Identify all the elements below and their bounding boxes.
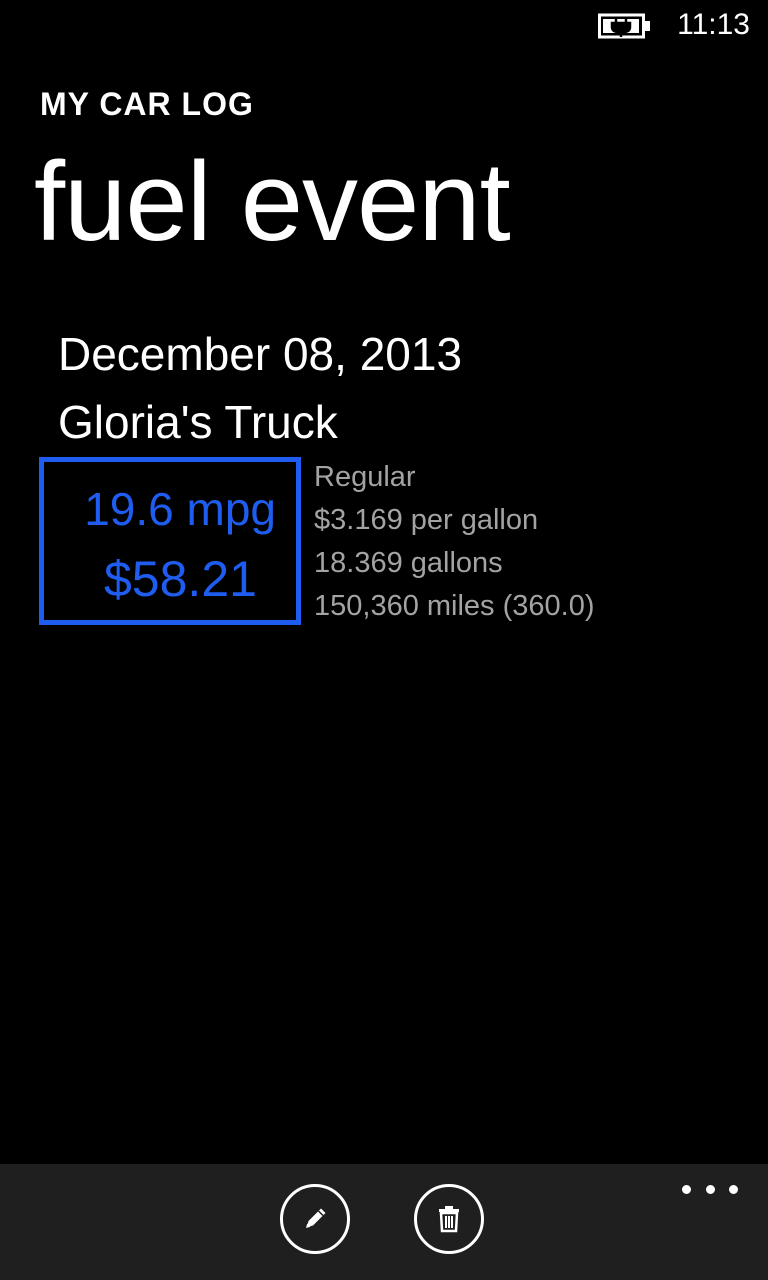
- clock: 11:13: [677, 8, 750, 41]
- ellipsis-icon: [682, 1184, 691, 1194]
- status-bar: 11:13: [0, 0, 768, 50]
- pencil-icon: [306, 1208, 326, 1228]
- fuel-summary-box: 19.6 mpg $58.21: [39, 457, 301, 625]
- page-title: fuel event: [34, 139, 511, 264]
- ellipsis-icon: [729, 1184, 738, 1194]
- fuel-details: Regular $3.169 per gallon 18.369 gallons…: [314, 456, 595, 628]
- ellipsis-icon: [705, 1184, 715, 1194]
- more-options-button[interactable]: [682, 1174, 738, 1204]
- edit-button[interactable]: [280, 1184, 350, 1254]
- gallons: 18.369 gallons: [314, 547, 503, 579]
- battery-charging-icon: [598, 13, 650, 39]
- odometer: 150,360 miles (360.0): [314, 590, 595, 622]
- trash-icon: [439, 1206, 459, 1233]
- price-per-gallon: $3.169 per gallon: [314, 504, 539, 536]
- vehicle-name: Gloria's Truck: [58, 396, 338, 448]
- mpg-value: 19.6 mpg: [84, 483, 276, 535]
- event-date: December 08, 2013: [58, 328, 463, 380]
- app-bar: [0, 1164, 768, 1280]
- delete-button[interactable]: [414, 1184, 484, 1254]
- total-cost: $58.21: [104, 551, 257, 607]
- app-title: MY CAR LOG: [40, 86, 254, 122]
- fuel-type: Regular: [314, 461, 416, 493]
